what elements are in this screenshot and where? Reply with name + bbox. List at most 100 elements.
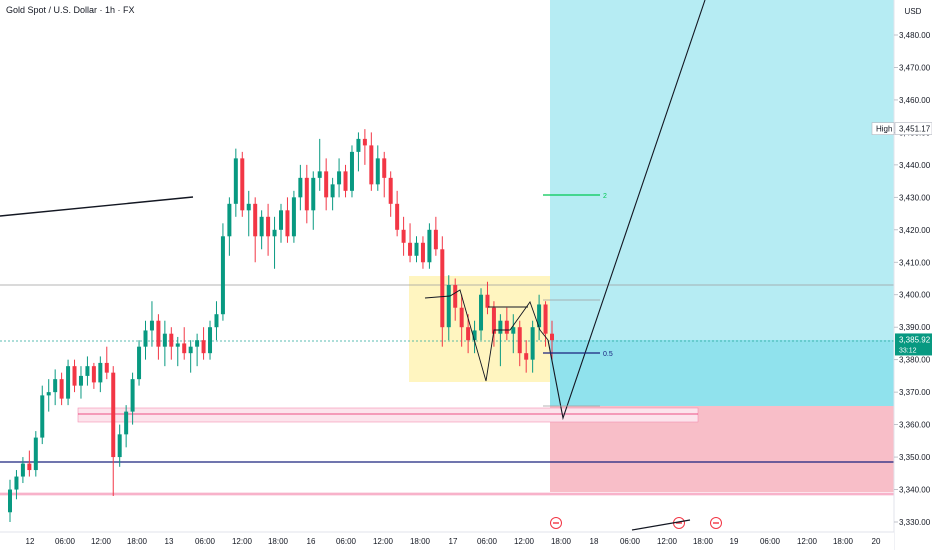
candle[interactable]	[66, 359, 71, 406]
time-tick-label: 17	[449, 537, 458, 546]
candle[interactable]	[169, 327, 174, 360]
candle[interactable]	[543, 301, 548, 347]
profit-zone[interactable]	[550, 0, 894, 406]
candle[interactable]	[362, 129, 367, 165]
event-icon-lightning[interactable]	[550, 517, 562, 529]
candle[interactable]	[375, 145, 380, 191]
candle[interactable]	[433, 216, 438, 256]
candle[interactable]	[266, 203, 271, 256]
candle[interactable]	[369, 132, 374, 191]
event-icon-flag-us[interactable]	[710, 517, 722, 529]
candle[interactable]	[298, 164, 303, 211]
price-axis[interactable]	[894, 0, 932, 550]
candle[interactable]	[459, 294, 464, 347]
candle[interactable]	[72, 359, 77, 393]
candle[interactable]	[330, 177, 335, 211]
candle[interactable]	[20, 457, 25, 484]
candle[interactable]	[272, 216, 277, 269]
projection-path[interactable]	[547, 0, 706, 421]
candle[interactable]	[220, 223, 225, 321]
candle[interactable]	[356, 132, 361, 172]
candle[interactable]	[233, 148, 238, 217]
candle[interactable]	[162, 320, 167, 367]
candle[interactable]	[227, 197, 232, 256]
candle[interactable]	[175, 336, 180, 367]
candle[interactable]	[188, 340, 193, 373]
candle[interactable]	[304, 164, 309, 224]
candle[interactable]	[337, 158, 342, 198]
candle[interactable]	[214, 301, 219, 341]
candle[interactable]	[278, 203, 284, 243]
candle[interactable]	[240, 151, 245, 217]
candle[interactable]	[517, 320, 522, 367]
candle[interactable]	[91, 362, 96, 389]
candle[interactable]	[14, 470, 19, 500]
candle[interactable]	[98, 356, 103, 393]
candle[interactable]	[343, 164, 348, 198]
candle[interactable]	[53, 369, 58, 406]
candle[interactable]	[472, 320, 477, 354]
candle[interactable]	[511, 314, 516, 354]
candle[interactable]	[7, 479, 13, 522]
candle[interactable]	[208, 320, 213, 360]
candle[interactable]	[401, 216, 406, 256]
candle[interactable]	[78, 366, 83, 399]
candle[interactable]	[201, 327, 206, 360]
candle[interactable]	[324, 158, 329, 211]
candle[interactable]	[420, 236, 425, 269]
wave-pattern[interactable]	[424, 289, 549, 382]
candle[interactable]	[285, 197, 290, 243]
candle[interactable]	[485, 281, 490, 315]
candle[interactable]	[311, 171, 316, 230]
candle[interactable]	[59, 372, 64, 406]
candle[interactable]	[124, 405, 129, 448]
candle[interactable]	[382, 151, 387, 198]
candle[interactable]	[537, 294, 542, 341]
candle[interactable]	[453, 278, 458, 321]
candle[interactable]	[408, 223, 413, 263]
candle[interactable]	[85, 356, 90, 386]
candle[interactable]	[498, 314, 503, 367]
candle[interactable]	[182, 327, 187, 360]
candle[interactable]	[111, 366, 116, 497]
demand-zone[interactable]	[77, 407, 699, 423]
candle[interactable]	[149, 301, 154, 347]
candle[interactable]	[446, 275, 451, 341]
candle[interactable]	[143, 320, 148, 360]
trendline-small[interactable]	[631, 519, 691, 531]
candle[interactable]	[440, 236, 445, 347]
candle[interactable]	[530, 320, 535, 373]
time-tick-label: 12	[26, 537, 35, 546]
candle[interactable]	[27, 450, 32, 477]
zones-layer	[0, 0, 894, 496]
price-tick-label: 3,340.00	[899, 486, 931, 495]
candle[interactable]	[427, 223, 432, 269]
candle[interactable]	[195, 333, 200, 367]
candle[interactable]	[479, 288, 484, 341]
time-axis[interactable]	[0, 532, 894, 550]
candle[interactable]	[104, 346, 109, 380]
candle[interactable]	[253, 197, 258, 263]
candle[interactable]	[317, 138, 322, 191]
candle[interactable]	[130, 372, 135, 425]
candle[interactable]	[46, 379, 51, 412]
candle[interactable]	[33, 431, 38, 477]
candle[interactable]	[395, 190, 400, 237]
candle[interactable]	[504, 307, 509, 341]
candle[interactable]	[466, 314, 471, 354]
trendline[interactable]	[0, 196, 194, 217]
candle[interactable]	[40, 385, 45, 445]
candle[interactable]	[349, 145, 354, 198]
candle[interactable]	[414, 236, 419, 263]
candle[interactable]	[137, 340, 142, 386]
candle[interactable]	[388, 171, 393, 217]
candle[interactable]	[259, 210, 264, 250]
candle[interactable]	[291, 190, 296, 243]
candle[interactable]	[117, 424, 122, 467]
candle[interactable]	[156, 314, 161, 360]
candle[interactable]	[524, 340, 529, 373]
candle[interactable]	[246, 190, 251, 237]
candle[interactable]	[491, 301, 496, 347]
